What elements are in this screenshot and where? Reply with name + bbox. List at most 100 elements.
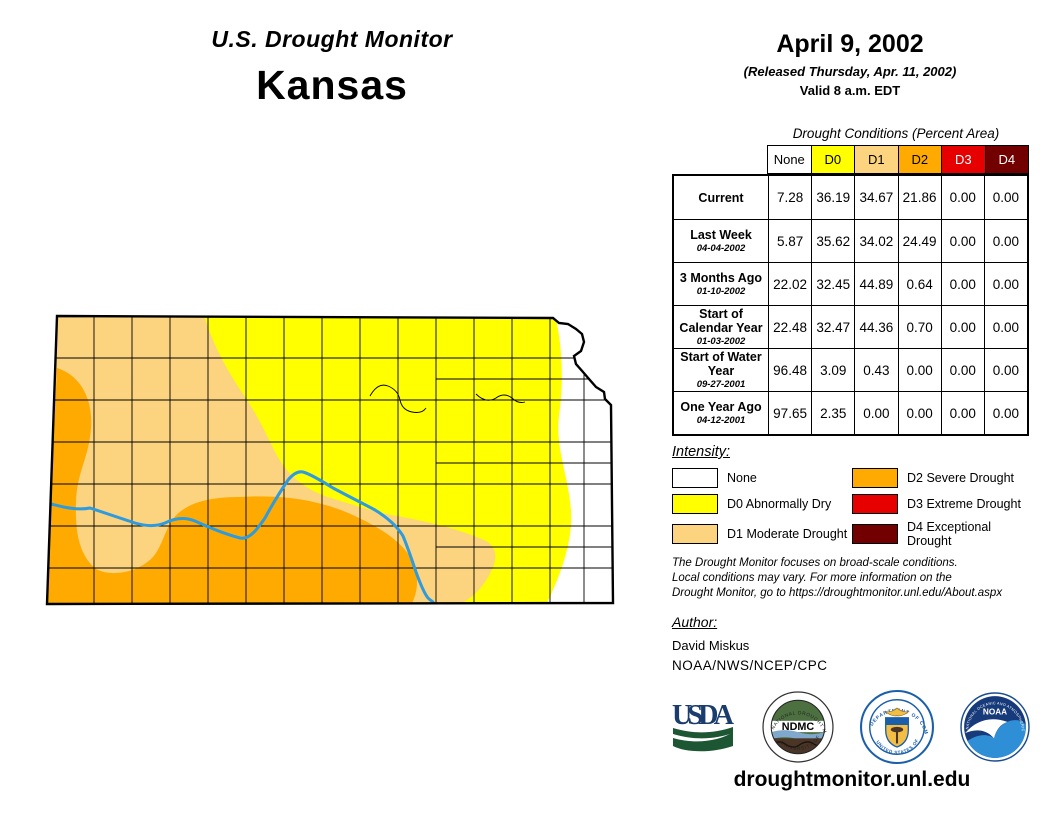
- legend-item-d4: D4 Exceptional Drought: [852, 520, 1034, 548]
- table-cell: 32.45: [811, 262, 855, 305]
- arkansas-river: [47, 470, 435, 604]
- table-cell: 0.00: [897, 348, 941, 391]
- table-cell: 24.49: [897, 219, 941, 262]
- table-cell: 0.00: [940, 391, 984, 434]
- table-cell: 0.43: [854, 348, 898, 391]
- table-cell: 0.00: [983, 305, 1027, 348]
- table-row-label: One Year Ago 04-12-2001: [674, 391, 768, 434]
- legend-item-none: None: [672, 468, 852, 488]
- table-cell: 44.36: [854, 305, 898, 348]
- table-row-label: Current: [698, 190, 744, 205]
- table-cell: 0.00: [983, 262, 1027, 305]
- noaa-logo: NATIONAL OCEANIC AND ATMOSPHERIC ADMINIS…: [960, 692, 1030, 762]
- table-row-label: Last Week 04-04-2002: [674, 219, 768, 262]
- table-row-label: 3 Months Ago 01-10-2002: [674, 262, 768, 305]
- state-border: [45, 314, 615, 606]
- author-heading: Author:: [672, 614, 718, 630]
- table-cell: 21.86: [897, 176, 941, 219]
- noaa-seagull: [965, 719, 1008, 739]
- conditions-table: None D0 D1 D2 D3 D4 Current 7.28 36.19 3…: [672, 145, 1029, 436]
- column-header-d1: D1: [854, 145, 899, 174]
- doc-shield-chief: [885, 717, 909, 725]
- legend-item-d3: D3 Extreme Drought: [852, 494, 1034, 514]
- table-cell: 96.48: [768, 348, 812, 391]
- d0-swatch: [672, 494, 718, 514]
- table-cell: 0.00: [897, 391, 941, 434]
- table-cell: 34.02: [854, 219, 898, 262]
- table-cell: 34.67: [854, 176, 897, 219]
- release-info: April 9, 2002 (Released Thursday, Apr. 1…: [690, 30, 1010, 98]
- d4-swatch: [852, 524, 898, 544]
- usda-logo: USDA: [672, 700, 735, 752]
- legend-item-d0: D0 Abnormally Dry: [672, 494, 852, 514]
- table-cell: 0.70: [897, 305, 941, 348]
- table-cell: 35.62: [811, 219, 855, 262]
- legend-item-d1: D1 Moderate Drought: [672, 520, 852, 548]
- table-caption: Drought Conditions (Percent Area): [792, 126, 1000, 141]
- table-cell: 0.00: [940, 305, 984, 348]
- table-cell: 22.48: [768, 305, 812, 348]
- table-body: Current 7.28 36.19 34.67 21.86 0.00 0.00…: [672, 174, 1029, 436]
- state-title: Kansas: [256, 62, 408, 108]
- noaa-wordmark: NOAA: [983, 708, 1007, 717]
- usda-swoosh-top: [673, 727, 733, 739]
- disclaimer-text: The Drought Monitor focuses on broad-sca…: [672, 557, 1003, 599]
- author-organization: NOAA/NWS/NCEP/CPC: [672, 658, 828, 673]
- table-corner-cell: [672, 145, 768, 174]
- doc-eagle: [884, 707, 910, 717]
- map-date: April 9, 2002: [776, 30, 924, 58]
- d2-swatch: [852, 468, 898, 488]
- d3-swatch: [852, 494, 898, 514]
- table-cell: 0.00: [983, 176, 1027, 219]
- table-cell: 5.87: [768, 219, 812, 262]
- table-cell: 36.19: [811, 176, 854, 219]
- ndmc-logo: NATIONAL DROUGHT MITIGATION CENTER UNIVE…: [762, 691, 834, 763]
- table-cell: 97.65: [768, 391, 812, 434]
- table-cell: 0.00: [940, 176, 984, 219]
- table-cell: 0.00: [983, 219, 1027, 262]
- table-row-label: Start of Calendar Year 01-03-2002: [674, 305, 768, 348]
- table-cell: 0.00: [983, 391, 1027, 434]
- drought-monitor-url[interactable]: droughtmonitor.unl.edu: [733, 768, 971, 791]
- table-cell: 22.02: [768, 262, 812, 305]
- commerce-seal: DEPARTMENT OF COMMERCE UNITED STATES OF …: [860, 690, 934, 764]
- legend-item-d2: D2 Severe Drought: [852, 468, 1034, 488]
- table-cell: 32.47: [811, 305, 855, 348]
- column-header-d2: D2: [897, 145, 942, 174]
- table-cell: 7.28: [768, 176, 811, 219]
- table-row-label: Start of Water Year 09-27-2001: [674, 348, 768, 391]
- program-title: U.S. Drought Monitor: [211, 26, 453, 52]
- title-block: U.S. Drought Monitor Kansas: [102, 26, 562, 109]
- table-cell: 44.89: [854, 262, 898, 305]
- table-cell: 0.00: [854, 391, 898, 434]
- legend-title: Intensity:: [672, 444, 731, 460]
- table-cell: 2.35: [811, 391, 855, 434]
- kansas-drought-map: [40, 306, 660, 616]
- author-block: Author: David Miskus NOAA/NWS/NCEP/CPC: [672, 614, 828, 673]
- table-cell: 0.00: [940, 348, 984, 391]
- county-boundary-irregular: [369, 384, 526, 413]
- usda-wordmark: USDA: [672, 700, 735, 731]
- valid-time: Valid 8 a.m. EDT: [799, 83, 901, 98]
- table-header-row: None D0 D1 D2 D3 D4: [672, 145, 1029, 174]
- none-swatch: [672, 468, 718, 488]
- column-header-d3: D3: [941, 145, 986, 174]
- agency-logos: USDA NATIONAL DROUGHT MITIGATION CENTER: [670, 690, 1030, 764]
- table-cell: 0.00: [983, 348, 1027, 391]
- intensity-legend: Intensity: None D2 Severe Drought D0 Abn…: [672, 444, 1034, 548]
- column-header-none: None: [767, 145, 812, 174]
- column-header-d0: D0: [810, 145, 855, 174]
- released-date: (Released Thursday, Apr. 11, 2002): [743, 64, 957, 79]
- usda-swoosh-bottom: [673, 732, 733, 752]
- region-d2-severe-drought: [47, 368, 418, 604]
- county-grid: [47, 316, 613, 604]
- table-cell: 0.00: [940, 262, 984, 305]
- noaa-lower-sea: [964, 720, 1026, 758]
- author-name: David Miskus: [672, 638, 750, 653]
- table-cell: 0.00: [940, 219, 984, 262]
- ndmc-wordmark: NDMC: [782, 721, 815, 733]
- column-header-d4: D4: [984, 145, 1029, 174]
- d1-swatch: [672, 524, 718, 544]
- table-cell: 0.64: [897, 262, 941, 305]
